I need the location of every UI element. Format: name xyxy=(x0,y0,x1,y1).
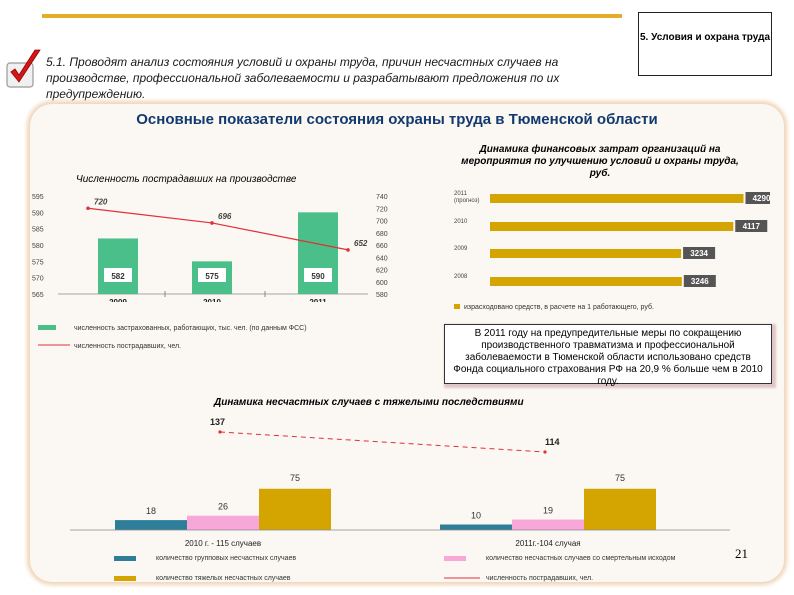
group-label: 2011г.-104 случая xyxy=(515,539,580,548)
legend-injured-label: численность пострадавших, чел. xyxy=(486,575,593,582)
injured-point-label: 720 xyxy=(94,197,108,206)
injured-point-label: 696 xyxy=(218,212,232,221)
note-box: В 2011 году на предупредительные меры по… xyxy=(444,324,772,387)
right-axis-tick: 620 xyxy=(376,268,388,275)
y-tick-label: 2008 xyxy=(454,274,468,280)
accidents-chart: 18 26 75 2010 г. - 115 случаев 10 19 75 2011г.-… xyxy=(70,417,730,582)
chart3-title: Динамика несчастных случаев с тяжелыми п… xyxy=(214,397,524,408)
legend-group-label: количество групповых несчастных случаев xyxy=(156,555,296,562)
accident-bar xyxy=(115,520,187,530)
finance-bar xyxy=(490,249,682,258)
insured-bar-label: 590 xyxy=(311,272,325,281)
accident-bar xyxy=(187,515,259,530)
injured-chart-legend: численность застрахованных, работающих, … xyxy=(38,324,307,350)
finance-value-label: 4117 xyxy=(743,222,761,231)
bar-label-box xyxy=(198,268,226,282)
decorative-top-line xyxy=(42,14,622,18)
page-number: 21 xyxy=(735,546,748,561)
x-tick-label: 2011 xyxy=(309,298,327,302)
right-axis-tick: 580 xyxy=(376,292,388,299)
finance-value-label: 3234 xyxy=(690,249,708,258)
accident-bar-label: 26 xyxy=(218,502,228,512)
left-axis-tick: 595 xyxy=(32,194,44,201)
legend-injured-label: численность пострадавших, чел. xyxy=(74,343,181,350)
legend-fatal-label: количество несчастных случаев со смертел… xyxy=(486,555,676,562)
right-axis-tick: 640 xyxy=(376,255,388,262)
section-label: 5. Условия и охрана труда xyxy=(638,12,772,76)
bar-label-box xyxy=(304,268,332,282)
y-tick-label: 2010 xyxy=(454,219,468,225)
injured-point xyxy=(86,206,90,211)
accident-bar xyxy=(584,488,656,530)
value-label-box xyxy=(745,192,770,204)
finance-bar xyxy=(490,277,682,286)
injured-chart: 595 590 585 580 575 570 565 740 720 700 680 660 640 6… xyxy=(32,194,388,302)
legend-swatch-severe xyxy=(114,576,136,581)
intro-text: 5.1. Проводят анализ состояния условий и… xyxy=(46,55,560,101)
finance-bar xyxy=(490,222,734,231)
injured-point-label: 652 xyxy=(354,239,368,248)
insured-bar xyxy=(98,238,138,294)
left-axis-tick: 575 xyxy=(32,259,44,266)
main-title: Основные показатели состояния охраны тру… xyxy=(136,111,658,128)
left-axis-tick: 585 xyxy=(32,227,44,234)
insured-bar-label: 575 xyxy=(205,272,219,281)
injured-point-label: 137 xyxy=(210,417,225,427)
checkmark-icon xyxy=(6,49,41,88)
left-axis-tick: 590 xyxy=(32,210,44,217)
right-axis-tick: 600 xyxy=(376,280,388,287)
finance-bar xyxy=(490,194,744,203)
accident-bar xyxy=(440,524,512,530)
injured-point xyxy=(210,221,214,225)
right-axis-tick: 700 xyxy=(376,219,388,226)
finance-chart: 2011(прогноз) 4290 2010 4117 2009 3234 2008 324… xyxy=(454,191,770,311)
injured-point xyxy=(346,248,350,252)
x-tick-label: 2010 xyxy=(203,298,221,302)
left-axis-tick: 565 xyxy=(32,292,44,299)
y-tick-label-sub: (прогноз) xyxy=(454,198,479,204)
insured-bar-label: 582 xyxy=(111,272,125,281)
legend-insured-label: численность застрахованных, работающих, … xyxy=(74,324,307,332)
legend-swatch-insured xyxy=(38,325,56,330)
legend-swatch-finance xyxy=(454,304,460,309)
group-label: 2010 г. - 115 случаев xyxy=(185,539,261,548)
chart2-title: Динамика финансовых затрат организаций н… xyxy=(461,144,739,179)
finance-value-label: 4290 xyxy=(753,194,770,203)
left-axis-tick: 570 xyxy=(32,276,44,283)
bar-label-box xyxy=(104,268,132,282)
accident-bar-label: 10 xyxy=(471,511,481,521)
value-label-box xyxy=(683,275,716,287)
y-tick-label: 2011 xyxy=(454,191,468,197)
injured-line xyxy=(219,431,546,453)
left-axis-tick: 580 xyxy=(32,243,44,250)
legend-severe-label: количество тяжелых несчастных случаев xyxy=(156,575,291,582)
value-label-box xyxy=(735,220,768,232)
right-axis-tick: 720 xyxy=(376,206,388,213)
finance-value-label: 3246 xyxy=(691,277,709,286)
y-tick-label: 2009 xyxy=(454,246,468,252)
accident-bar-label: 19 xyxy=(543,506,553,516)
accident-bar-label: 75 xyxy=(615,473,625,483)
value-label-box xyxy=(683,247,716,259)
accident-bar-label: 75 xyxy=(290,473,300,483)
legend-finance-label: израсходовано средств, в расчете на 1 ра… xyxy=(464,303,654,311)
accident-bar-label: 18 xyxy=(146,506,156,516)
right-axis-tick: 660 xyxy=(376,243,388,250)
legend-swatch-fatal xyxy=(444,556,466,561)
right-axis-tick: 740 xyxy=(376,194,388,201)
accident-bar xyxy=(512,519,584,530)
right-axis-tick: 680 xyxy=(376,231,388,238)
chart1-title: Численность пострадавших на производстве xyxy=(76,174,297,185)
injured-point xyxy=(218,430,222,434)
accident-bar xyxy=(259,488,331,530)
legend-swatch-group xyxy=(114,556,136,561)
x-tick-label: 2009 xyxy=(109,298,127,302)
injured-point-label: 114 xyxy=(545,437,560,447)
injured-point xyxy=(543,450,547,454)
